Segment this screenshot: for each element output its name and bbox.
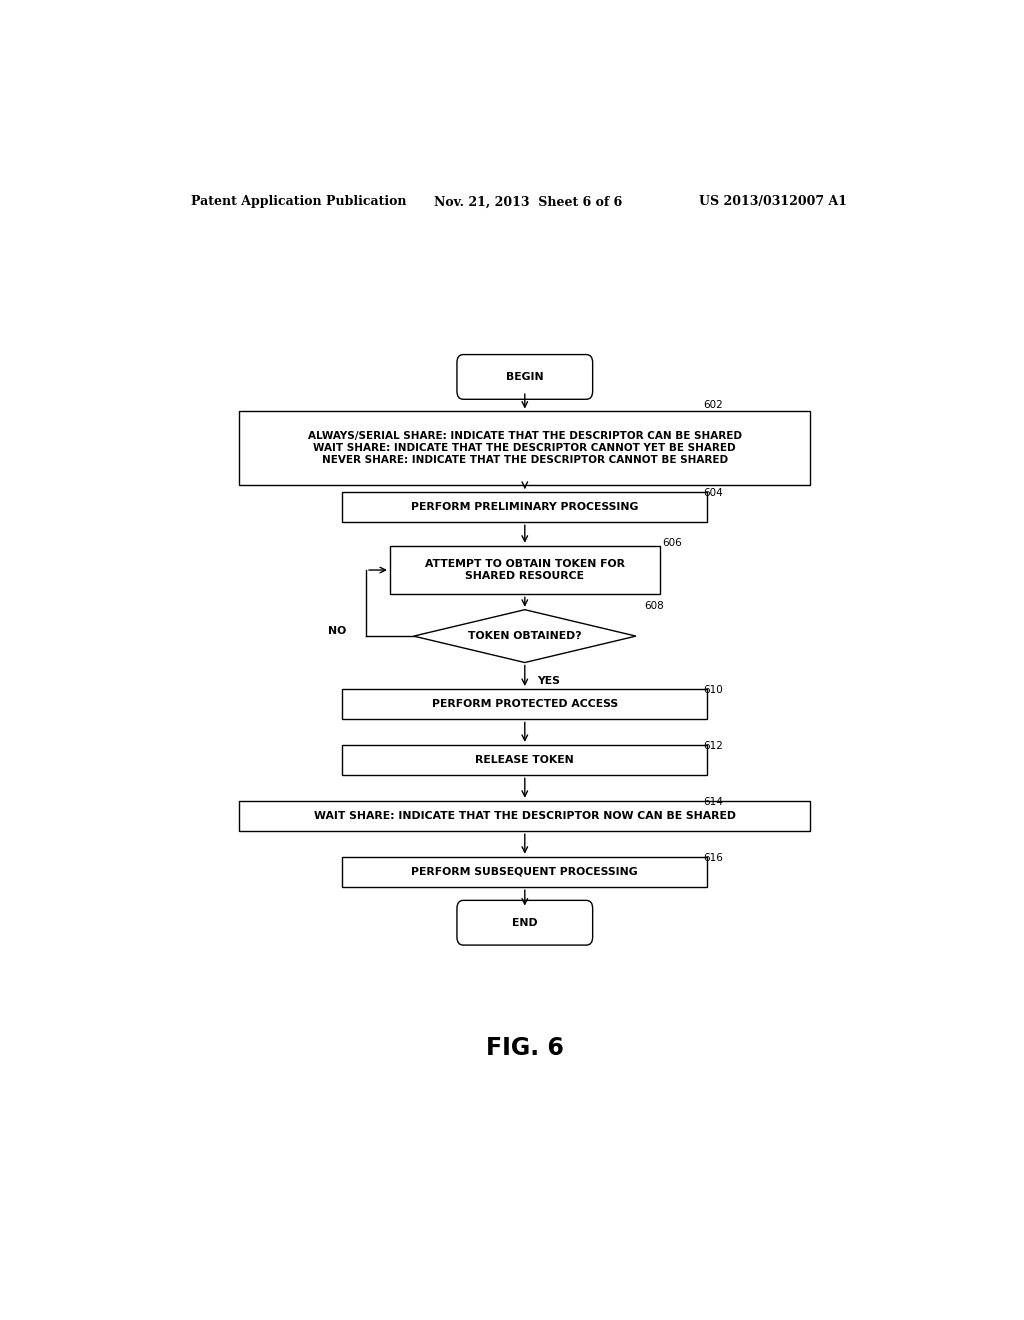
Text: 616: 616	[703, 853, 723, 863]
Text: FIG. 6: FIG. 6	[485, 1036, 564, 1060]
Text: 602: 602	[703, 400, 723, 411]
Text: Patent Application Publication: Patent Application Publication	[191, 195, 407, 209]
Text: Nov. 21, 2013  Sheet 6 of 6: Nov. 21, 2013 Sheet 6 of 6	[433, 195, 622, 209]
Text: 614: 614	[703, 797, 723, 807]
Text: US 2013/0312007 A1: US 2013/0312007 A1	[699, 195, 848, 209]
Text: PERFORM SUBSEQUENT PROCESSING: PERFORM SUBSEQUENT PROCESSING	[412, 867, 638, 876]
Text: END: END	[512, 917, 538, 928]
Text: TOKEN OBTAINED?: TOKEN OBTAINED?	[468, 631, 582, 642]
Text: 608: 608	[644, 601, 664, 611]
Bar	[240, 412, 811, 484]
Polygon shape	[414, 610, 636, 663]
Bar	[342, 857, 708, 887]
Text: 606: 606	[663, 537, 682, 548]
Text: PERFORM PRELIMINARY PROCESSING: PERFORM PRELIMINARY PROCESSING	[411, 502, 639, 512]
FancyBboxPatch shape	[457, 355, 593, 399]
Text: ATTEMPT TO OBTAIN TOKEN FOR
SHARED RESOURCE: ATTEMPT TO OBTAIN TOKEN FOR SHARED RESOU…	[425, 560, 625, 581]
Bar	[390, 545, 659, 594]
Text: PERFORM PROTECTED ACCESS: PERFORM PROTECTED ACCESS	[432, 700, 617, 709]
Bar	[342, 689, 708, 719]
Text: BEGIN: BEGIN	[506, 372, 544, 381]
Text: RELEASE TOKEN: RELEASE TOKEN	[475, 755, 574, 766]
Text: 610: 610	[703, 685, 723, 696]
Bar	[342, 744, 708, 775]
Text: NO: NO	[328, 626, 346, 636]
Text: ALWAYS/SERIAL SHARE: INDICATE THAT THE DESCRIPTOR CAN BE SHARED
WAIT SHARE: INDI: ALWAYS/SERIAL SHARE: INDICATE THAT THE D…	[308, 432, 741, 465]
Text: 604: 604	[703, 488, 723, 498]
Text: YES: YES	[537, 676, 559, 686]
Bar	[240, 801, 811, 832]
Text: 612: 612	[703, 741, 723, 751]
FancyBboxPatch shape	[457, 900, 593, 945]
Bar	[342, 492, 708, 523]
Text: WAIT SHARE: INDICATE THAT THE DESCRIPTOR NOW CAN BE SHARED: WAIT SHARE: INDICATE THAT THE DESCRIPTOR…	[313, 810, 736, 821]
